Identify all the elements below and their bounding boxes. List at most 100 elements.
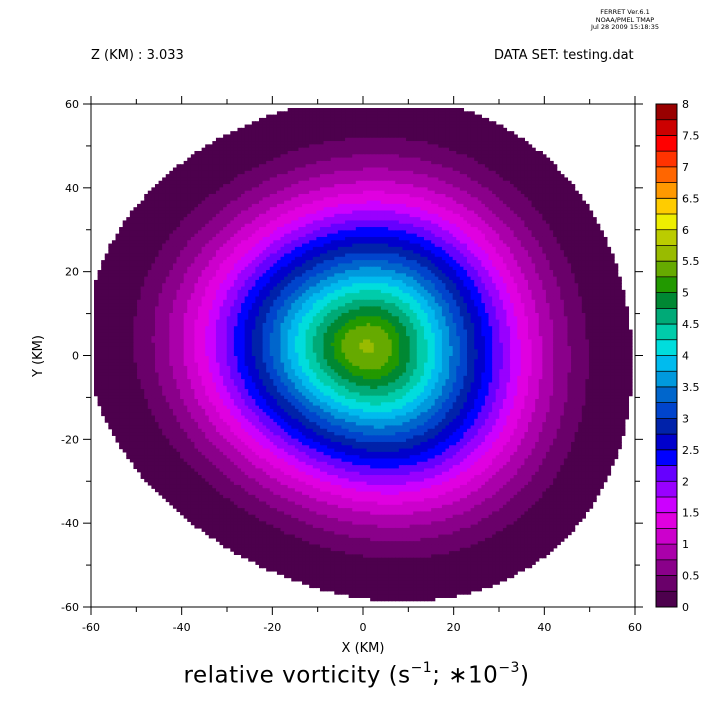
- ferret-meta-block: FERRET Ver.6.1 NOAA/PMEL TMAP Jul 28 200…: [590, 8, 660, 32]
- field-cell: [212, 210, 217, 215]
- field-cell: [431, 108, 436, 112]
- field-cell: [298, 160, 303, 165]
- field-cell: [151, 223, 156, 228]
- field-cell: [284, 207, 289, 212]
- field-cell: [384, 114, 389, 119]
- field-cell: [416, 187, 421, 192]
- field-cell: [319, 170, 325, 175]
- field-cell: [158, 233, 163, 238]
- field-cell: [456, 246, 461, 251]
- field-cell: [416, 180, 421, 185]
- field-cell: [588, 230, 594, 235]
- field-cell: [380, 246, 386, 251]
- field-cell: [377, 177, 382, 182]
- field-cell: [402, 170, 407, 175]
- field-cell: [352, 233, 357, 238]
- field-cell: [341, 180, 346, 185]
- field-cell: [154, 210, 160, 215]
- field-cell: [373, 108, 378, 112]
- field-cell: [305, 167, 310, 172]
- field-cell: [251, 154, 256, 159]
- field-cell: [201, 217, 206, 222]
- field-cell: [420, 240, 425, 245]
- field-cell: [377, 111, 382, 116]
- field-cell: [578, 220, 583, 225]
- field-cell: [423, 131, 429, 136]
- field-cell: [441, 197, 447, 202]
- field-cell: [416, 150, 421, 155]
- field-cell: [445, 184, 450, 188]
- field-cell: [567, 253, 572, 258]
- field-cell: [370, 243, 375, 248]
- field-cell: [438, 210, 443, 215]
- field-cell: [319, 193, 325, 198]
- field-cell: [377, 134, 382, 139]
- field-cell: [287, 236, 292, 241]
- field-cell: [266, 174, 271, 179]
- field-cell: [258, 160, 264, 165]
- field-cell: [316, 256, 321, 261]
- field-cell: [269, 147, 274, 152]
- field-cell: [445, 193, 450, 198]
- field-cell: [312, 164, 317, 169]
- field-cell: [169, 236, 174, 241]
- field-cell: [169, 253, 174, 258]
- field-cell: [248, 250, 253, 255]
- field-cell: [172, 223, 178, 228]
- field-cell: [527, 160, 533, 165]
- field-cell: [255, 246, 260, 251]
- field-cell: [244, 170, 249, 175]
- field-cell: [158, 246, 163, 251]
- field-cell: [255, 184, 260, 188]
- field-cell: [517, 144, 522, 149]
- field-cell: [348, 200, 353, 205]
- field-cell: [377, 114, 382, 119]
- field-cell: [409, 217, 414, 222]
- field-cell: [144, 253, 149, 258]
- field-cell: [330, 253, 335, 258]
- field-cell: [208, 170, 213, 175]
- field-cell: [363, 246, 368, 251]
- field-cell: [456, 137, 461, 142]
- field-cell: [538, 190, 543, 195]
- field-cell: [413, 157, 418, 162]
- field-cell: [180, 253, 185, 258]
- field-cell: [319, 157, 325, 162]
- field-cell: [251, 121, 256, 126]
- field-cell: [294, 203, 300, 208]
- field-cell: [474, 203, 479, 208]
- field-cell: [495, 207, 500, 212]
- field-cell: [291, 246, 296, 251]
- field-cell: [187, 246, 192, 251]
- field-cell: [359, 114, 364, 119]
- field-cell: [477, 177, 482, 182]
- field-cell: [255, 174, 260, 179]
- field-cell: [499, 220, 504, 225]
- field-cell: [348, 180, 353, 185]
- field-cell: [545, 223, 551, 228]
- field-cell: [481, 207, 486, 212]
- field-cell: [212, 220, 217, 225]
- field-cell: [172, 174, 178, 179]
- field-cell: [323, 230, 328, 235]
- field-cell: [359, 174, 364, 179]
- field-cell: [434, 243, 439, 248]
- field-cell: [545, 233, 551, 238]
- field-cell: [230, 233, 235, 238]
- field-cell: [492, 121, 497, 126]
- field-cell: [363, 127, 368, 132]
- field-cell: [183, 200, 188, 205]
- field-cell: [409, 250, 414, 255]
- field-cell: [484, 207, 490, 212]
- field-cell: [276, 147, 282, 152]
- field-cell: [176, 164, 181, 169]
- field-cell: [524, 243, 529, 248]
- field-cell: [571, 200, 576, 205]
- field-cell: [352, 236, 357, 241]
- field-cell: [527, 227, 533, 231]
- field-cell: [492, 253, 497, 258]
- field-cell: [212, 200, 217, 205]
- field-cell: [502, 184, 508, 188]
- field-cell: [441, 147, 447, 152]
- field-cell: [556, 203, 561, 208]
